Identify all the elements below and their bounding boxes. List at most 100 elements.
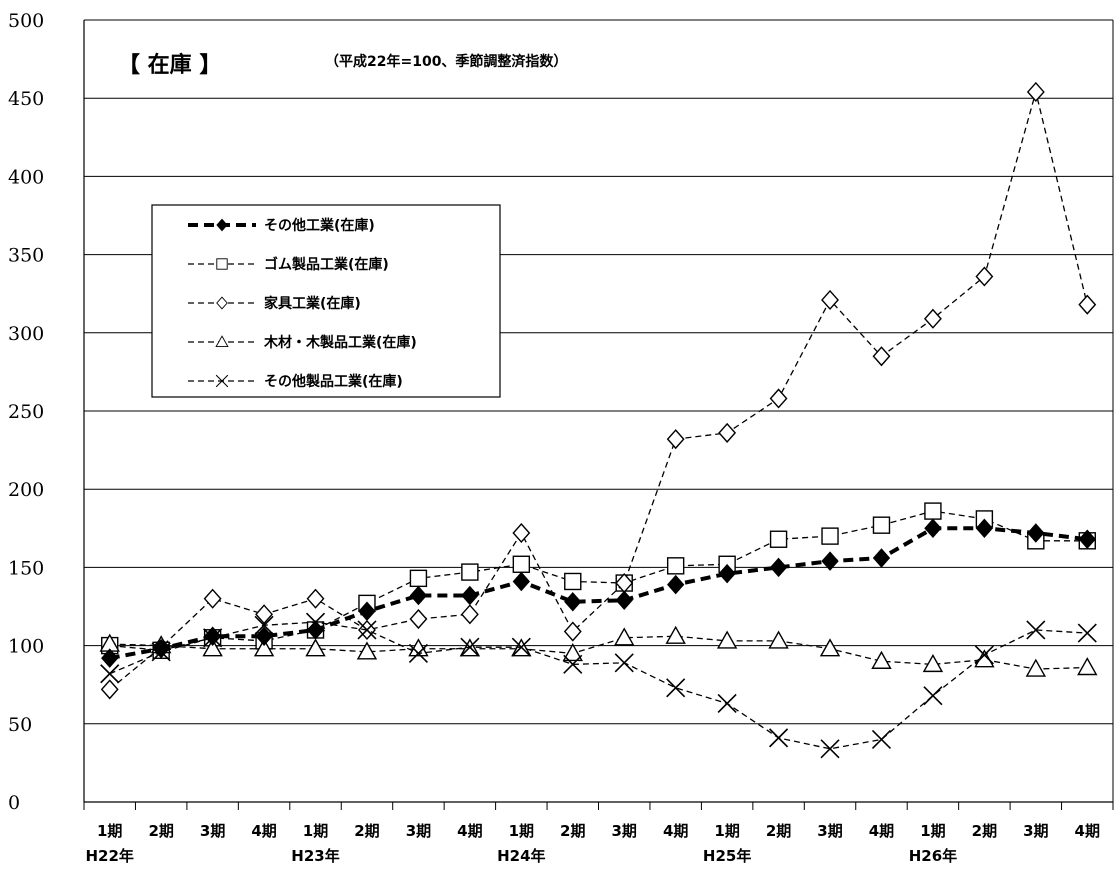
year-label: H25年 [703, 847, 751, 865]
data-point [562, 642, 583, 662]
data-point [820, 739, 840, 759]
x-tick-label: 2期 [972, 822, 997, 840]
data-point [408, 643, 428, 663]
year-label: H26年 [909, 847, 957, 865]
series-3 [99, 625, 1098, 677]
data-point [306, 620, 325, 640]
legend-label: その他工業(在庫) [264, 217, 375, 234]
data-point [460, 604, 479, 625]
x-tick-label: 4期 [457, 822, 482, 840]
data-point [202, 638, 223, 657]
data-point [357, 620, 377, 640]
y-tick-label: 400 [8, 166, 44, 188]
data-point [871, 650, 892, 669]
x-axis: 1期 2期 3期 4期 1期 2期 3期 4期 1期 2期 3期 4期 1期 2期 3期 4期 1期 2期 3期 4期… [83, 802, 1114, 865]
data-point [769, 728, 789, 748]
data-point [1027, 523, 1045, 543]
data-point [563, 654, 583, 674]
data-point [203, 588, 222, 609]
data-point [203, 626, 222, 646]
x-tick-label: 1期 [303, 822, 328, 840]
data-point [665, 625, 686, 644]
x-tick-label: 4期 [663, 822, 688, 840]
y-tick-label: 200 [8, 479, 44, 501]
data-point [306, 588, 325, 609]
legend-box [151, 204, 501, 398]
gridlines [83, 19, 1114, 803]
data-point [1078, 294, 1097, 315]
y-tick-label: 50 [8, 714, 32, 736]
data-point [614, 627, 635, 646]
x-tick-label: 2期 [354, 822, 379, 840]
year-label: H22年 [86, 847, 134, 865]
data-point [872, 516, 891, 534]
data-point [511, 637, 531, 657]
x-tick-label: 2期 [148, 822, 173, 840]
data-point [215, 335, 229, 348]
data-point [819, 638, 841, 657]
data-point [769, 530, 788, 548]
chart-title: 【 在庫 】 [118, 52, 221, 78]
data-point [460, 637, 480, 657]
data-point [564, 572, 582, 591]
legend-label: 家具工業(在庫) [264, 295, 361, 312]
data-point [924, 502, 942, 520]
data-point [461, 563, 479, 581]
data-point [255, 626, 273, 646]
y-axis: 0 50 100 150 200 250 300 350 400 450 500 [8, 10, 44, 814]
data-point [871, 729, 892, 750]
data-point [1077, 657, 1098, 676]
y-tick-label: 100 [8, 636, 44, 658]
data-point [667, 574, 685, 595]
series-0 [101, 518, 1096, 668]
data-point [409, 569, 428, 588]
data-point [615, 590, 633, 610]
data-point [922, 653, 944, 673]
y-tick-label: 300 [8, 323, 44, 345]
y-tick-label: 0 [8, 792, 20, 814]
data-point [100, 679, 119, 700]
data-point [821, 289, 839, 311]
x-tick-label: 3期 [817, 822, 842, 840]
data-point [1077, 623, 1097, 643]
y-tick-label: 350 [8, 245, 44, 267]
data-point [666, 429, 685, 450]
data-point [409, 608, 428, 630]
data-point [358, 601, 376, 621]
data-point [716, 630, 738, 649]
data-point [512, 571, 530, 592]
y-tick-label: 150 [8, 557, 44, 579]
data-point [1078, 529, 1096, 550]
x-tick-label: 2期 [766, 822, 791, 840]
series-line [109, 510, 1088, 651]
data-point [923, 686, 943, 706]
data-point [717, 693, 737, 714]
data-point [975, 266, 994, 287]
data-point [718, 422, 737, 443]
data-point [666, 557, 685, 575]
x-tick-label: 4期 [869, 822, 894, 840]
data-point [101, 648, 119, 668]
data-point [718, 563, 736, 584]
x-tick-label: 4期 [251, 822, 276, 840]
data-point [872, 346, 891, 367]
x-tick-label: 4期 [1075, 822, 1100, 840]
series-line [109, 635, 1088, 670]
series-line [109, 621, 1088, 750]
data-point [100, 664, 120, 684]
data-point [254, 615, 274, 635]
data-point [305, 638, 326, 657]
data-point [666, 678, 686, 698]
data-point [974, 645, 994, 665]
data-point [356, 641, 378, 660]
data-point [974, 649, 995, 668]
data-point [821, 527, 839, 545]
x-tick-label: 2期 [560, 822, 585, 840]
y-tick-label: 450 [8, 88, 44, 110]
legend-label: その他製品工業(在庫) [264, 373, 403, 390]
data-point [564, 592, 582, 612]
series-group [99, 81, 1098, 759]
data-point [215, 374, 229, 388]
x-tick-label: 3期 [612, 822, 637, 840]
